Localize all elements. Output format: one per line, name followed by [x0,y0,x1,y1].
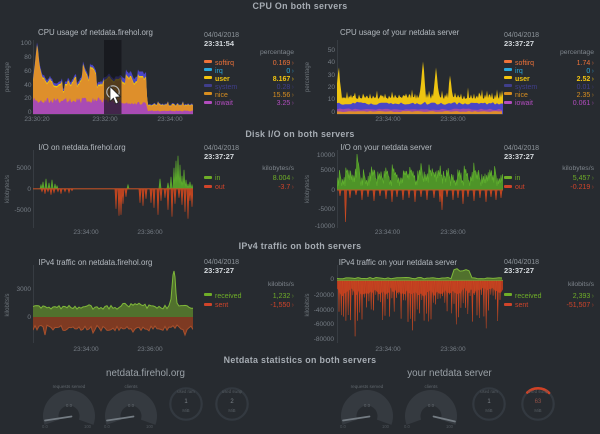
svg-text:0.0: 0.0 [428,403,435,408]
svg-text:0.0: 0.0 [128,403,135,408]
svg-text:0.0: 0.0 [66,403,73,408]
svg-text:0.0: 0.0 [364,403,371,408]
